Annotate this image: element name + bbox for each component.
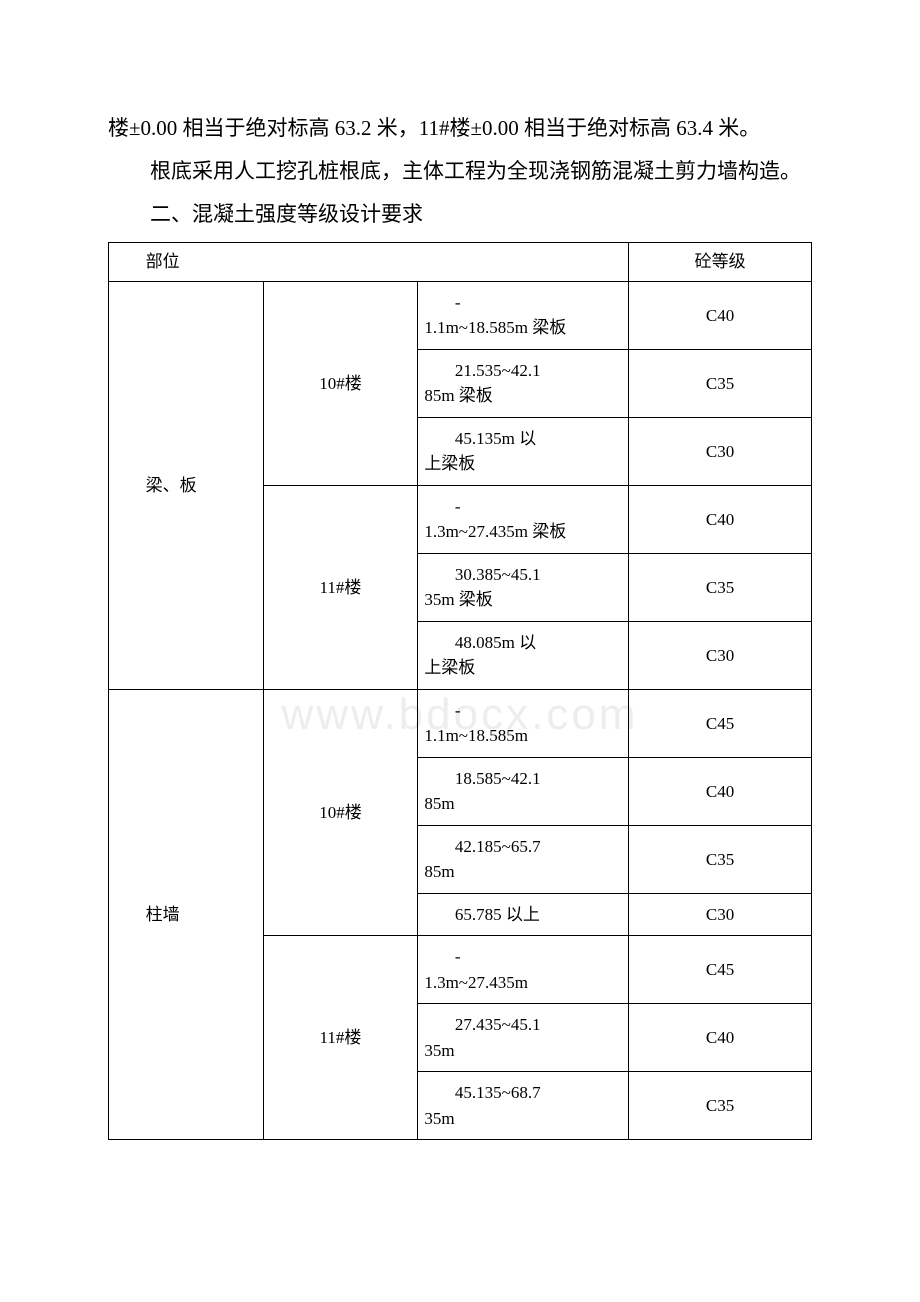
desc-cell: 48.085m 以 上梁板 (418, 621, 629, 689)
building-cell: 10#楼 (263, 281, 418, 485)
desc-cell: 30.385~45.1 35m 梁板 (418, 553, 629, 621)
grade-cell: C35 (629, 349, 812, 417)
table-header-row: 部位 砼等级 (109, 243, 812, 282)
grade-cell: C35 (629, 825, 812, 893)
desc-cell: - 1.3m~27.435m 梁板 (418, 485, 629, 553)
grade-cell: C30 (629, 893, 812, 936)
building-cell: 11#楼 (263, 485, 418, 689)
header-part: 部位 (109, 243, 629, 282)
grade-cell: C35 (629, 1072, 812, 1140)
desc-cell: - 1.1m~18.585m (418, 689, 629, 757)
paragraph-structure: 根底采用人工挖孔桩根底，主体工程为全现浇钢筋混凝土剪力墙构造。 (108, 153, 812, 190)
concrete-grade-table: 部位 砼等级 梁、板 10#楼 - 1.1m~18.585m 梁板 C40 21… (108, 242, 812, 1140)
table-row: 梁、板 10#楼 - 1.1m~18.585m 梁板 C40 (109, 281, 812, 349)
grade-cell: C30 (629, 417, 812, 485)
desc-cell: - 1.3m~27.435m (418, 936, 629, 1004)
header-grade: 砼等级 (629, 243, 812, 282)
grade-cell: C40 (629, 281, 812, 349)
grade-cell: C45 (629, 689, 812, 757)
grade-cell: C40 (629, 485, 812, 553)
grade-cell: C40 (629, 1004, 812, 1072)
building-cell: 10#楼 (263, 689, 418, 936)
table-row: 柱墙 10#楼 - 1.1m~18.585m C45 (109, 689, 812, 757)
grade-cell: C45 (629, 936, 812, 1004)
desc-cell: 27.435~45.1 35m (418, 1004, 629, 1072)
concrete-grade-table-wrap: 部位 砼等级 梁、板 10#楼 - 1.1m~18.585m 梁板 C40 21… (108, 242, 812, 1140)
desc-cell: 42.185~65.7 85m (418, 825, 629, 893)
part-cell-beam-slab: 梁、板 (109, 281, 264, 689)
desc-cell: 21.535~42.1 85m 梁板 (418, 349, 629, 417)
desc-cell: 18.585~42.1 85m (418, 757, 629, 825)
grade-cell: C30 (629, 621, 812, 689)
grade-cell: C40 (629, 757, 812, 825)
building-cell: 11#楼 (263, 936, 418, 1140)
desc-cell: - 1.1m~18.585m 梁板 (418, 281, 629, 349)
desc-cell: 45.135~68.7 35m (418, 1072, 629, 1140)
paragraph-elevation: 楼±0.00 相当于绝对标高 63.2 米，11#楼±0.00 相当于绝对标高 … (108, 110, 812, 147)
desc-cell: 65.785 以上 (418, 893, 629, 936)
grade-cell: C35 (629, 553, 812, 621)
page-content: 楼±0.00 相当于绝对标高 63.2 米，11#楼±0.00 相当于绝对标高 … (108, 110, 812, 1140)
section-heading: 二、混凝土强度等级设计要求 (108, 196, 812, 233)
part-cell-column-wall: 柱墙 (109, 689, 264, 1140)
desc-cell: 45.135m 以 上梁板 (418, 417, 629, 485)
